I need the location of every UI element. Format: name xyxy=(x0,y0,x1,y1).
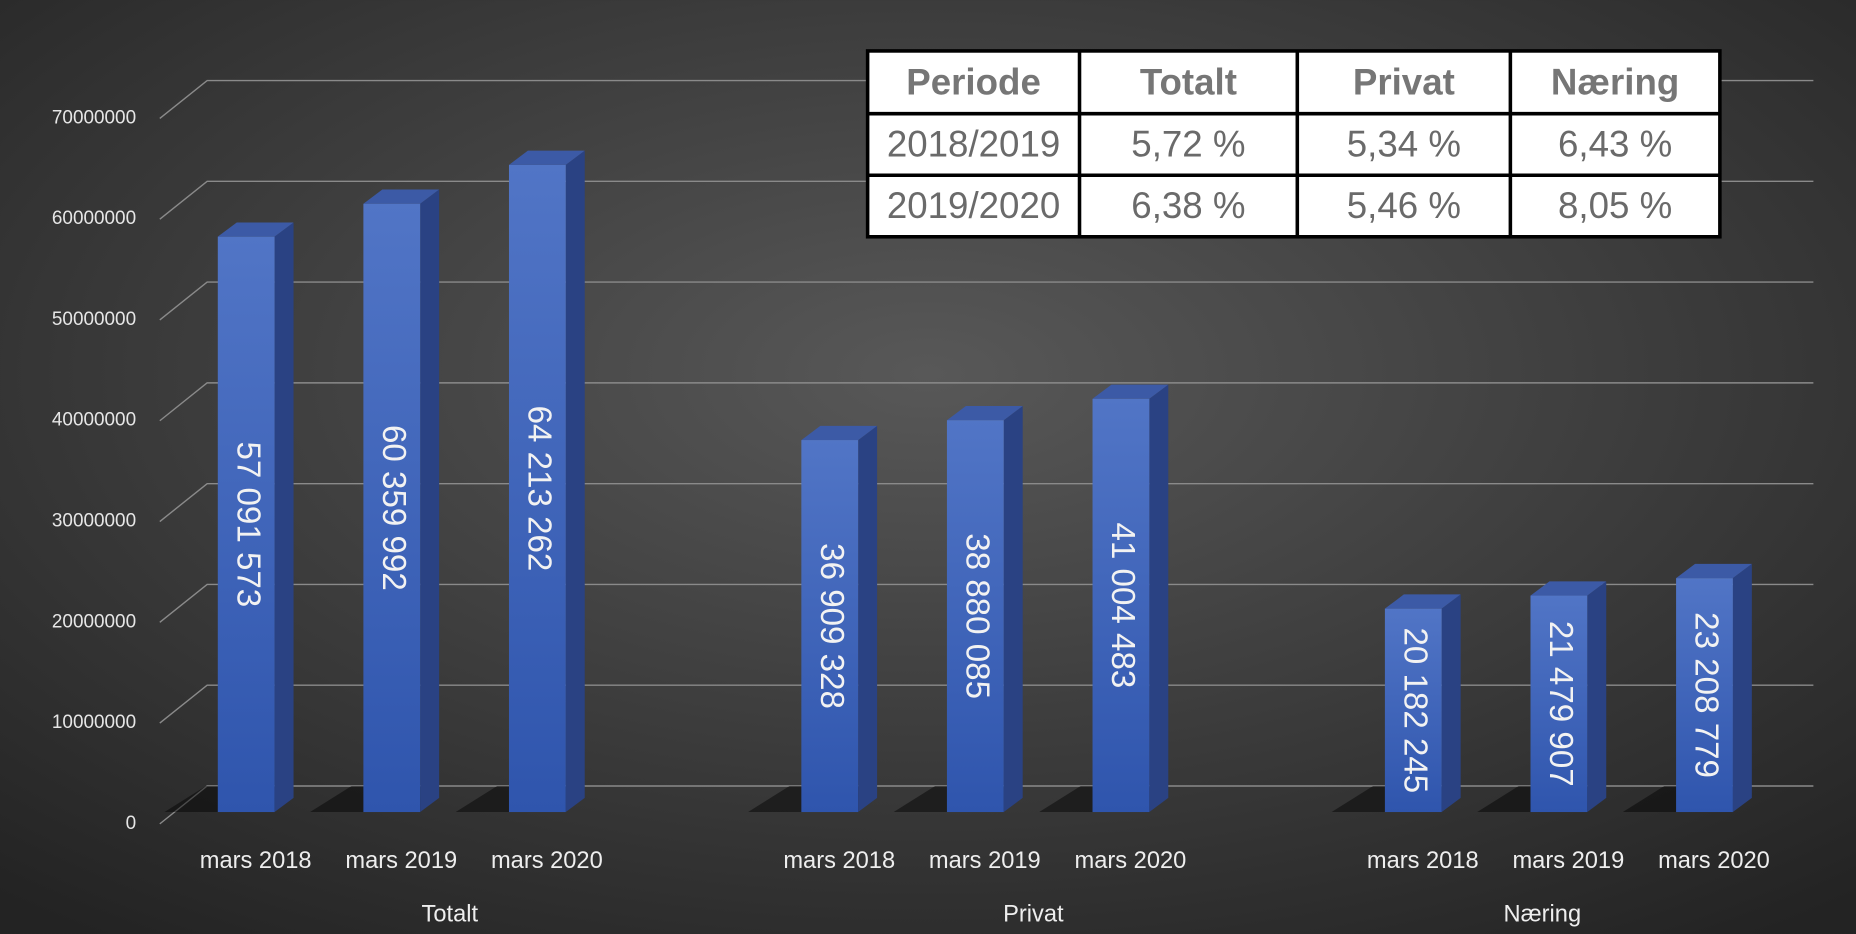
table-header: Privat xyxy=(1353,61,1455,102)
table-cell: 8,05 % xyxy=(1558,185,1672,226)
bar xyxy=(217,236,275,813)
grid-line xyxy=(159,684,1814,724)
y-tick-label: 0 xyxy=(126,813,137,834)
table: Periode Totalt Privat Næring 2018/2019 5,72 %… xyxy=(865,49,1722,239)
table-header: Næring xyxy=(1551,61,1679,102)
y-tick-label: 20000000 xyxy=(52,611,136,632)
y-tick-label: 30000000 xyxy=(52,511,136,532)
value-label: 41 004 483 xyxy=(1104,523,1141,689)
table-cell: 5,46 % xyxy=(1347,185,1461,226)
bar-side xyxy=(1732,563,1752,813)
bar-side xyxy=(565,150,585,813)
bar-top xyxy=(363,189,440,204)
value-label: 36 909 328 xyxy=(813,543,850,709)
bar-top xyxy=(1530,581,1607,596)
grid-line xyxy=(159,382,1814,422)
bar-top xyxy=(1092,384,1169,399)
grid-line xyxy=(159,281,1814,321)
x-tick-label: mars 2019 xyxy=(929,848,1041,874)
x-tick-label: mars 2019 xyxy=(345,848,457,874)
bar-side xyxy=(1587,581,1607,813)
value-label: 23 208 779 xyxy=(1688,612,1725,778)
group-label: Næring xyxy=(1504,901,1582,927)
bar xyxy=(508,164,566,813)
grid-line xyxy=(159,482,1814,523)
table-cell: 5,34 % xyxy=(1347,124,1461,165)
table-cell: 2019/2020 xyxy=(887,185,1060,226)
bar-side xyxy=(858,425,878,813)
table-cell: 2018/2019 xyxy=(887,124,1060,165)
bar-side xyxy=(420,189,440,813)
bar-top xyxy=(217,222,294,237)
bar xyxy=(1092,398,1150,813)
bar-top xyxy=(946,405,1023,421)
x-tick-label: mars 2020 xyxy=(1658,848,1770,874)
bar xyxy=(946,420,1004,813)
table-header: Totalt xyxy=(1140,61,1237,102)
value-label: 64 213 262 xyxy=(521,406,558,572)
y-tick-label: 50000000 xyxy=(52,309,136,330)
bar-side xyxy=(274,222,294,813)
x-tick-label: mars 2019 xyxy=(1512,848,1624,874)
bar xyxy=(1384,608,1442,813)
value-label: 21 479 907 xyxy=(1542,621,1579,787)
x-tick-label: mars 2018 xyxy=(200,848,312,874)
bar xyxy=(363,203,421,813)
grid-line xyxy=(159,583,1814,623)
bar-top xyxy=(1676,563,1752,579)
value-label: 60 359 992 xyxy=(375,425,412,591)
bar-side xyxy=(1149,384,1169,813)
bar-side xyxy=(1441,594,1461,813)
bar-top xyxy=(1384,594,1461,609)
x-tick-label: mars 2020 xyxy=(491,848,603,874)
value-label: 57 091 573 xyxy=(229,441,266,607)
y-tick-label: 70000000 xyxy=(52,107,136,128)
group-label: Privat xyxy=(1003,901,1064,927)
y-tick-label: 60000000 xyxy=(52,208,136,229)
x-tick-label: mars 2020 xyxy=(1075,848,1187,874)
y-tick-label: 10000000 xyxy=(52,712,136,733)
table-background xyxy=(865,49,1722,239)
table-cell: 6,43 % xyxy=(1558,124,1672,165)
group-label: Totalt xyxy=(422,901,479,927)
bar-top xyxy=(801,425,878,441)
bar-side xyxy=(1003,405,1023,813)
value-label: 20 182 245 xyxy=(1397,627,1434,793)
x-tick-label: mars 2018 xyxy=(783,848,895,874)
y-tick-label: 40000000 xyxy=(52,410,136,431)
bar xyxy=(801,440,859,813)
x-tick-label: mars 2018 xyxy=(1367,848,1479,874)
table-cell: 5,72 % xyxy=(1131,124,1245,165)
grid-line xyxy=(159,785,1814,825)
bar xyxy=(1676,578,1733,813)
bar xyxy=(1530,595,1588,813)
table-cell: 6,38 % xyxy=(1131,185,1245,226)
table-header: Periode xyxy=(906,61,1041,102)
value-label: 38 880 085 xyxy=(959,533,996,699)
bar-top xyxy=(508,150,585,165)
